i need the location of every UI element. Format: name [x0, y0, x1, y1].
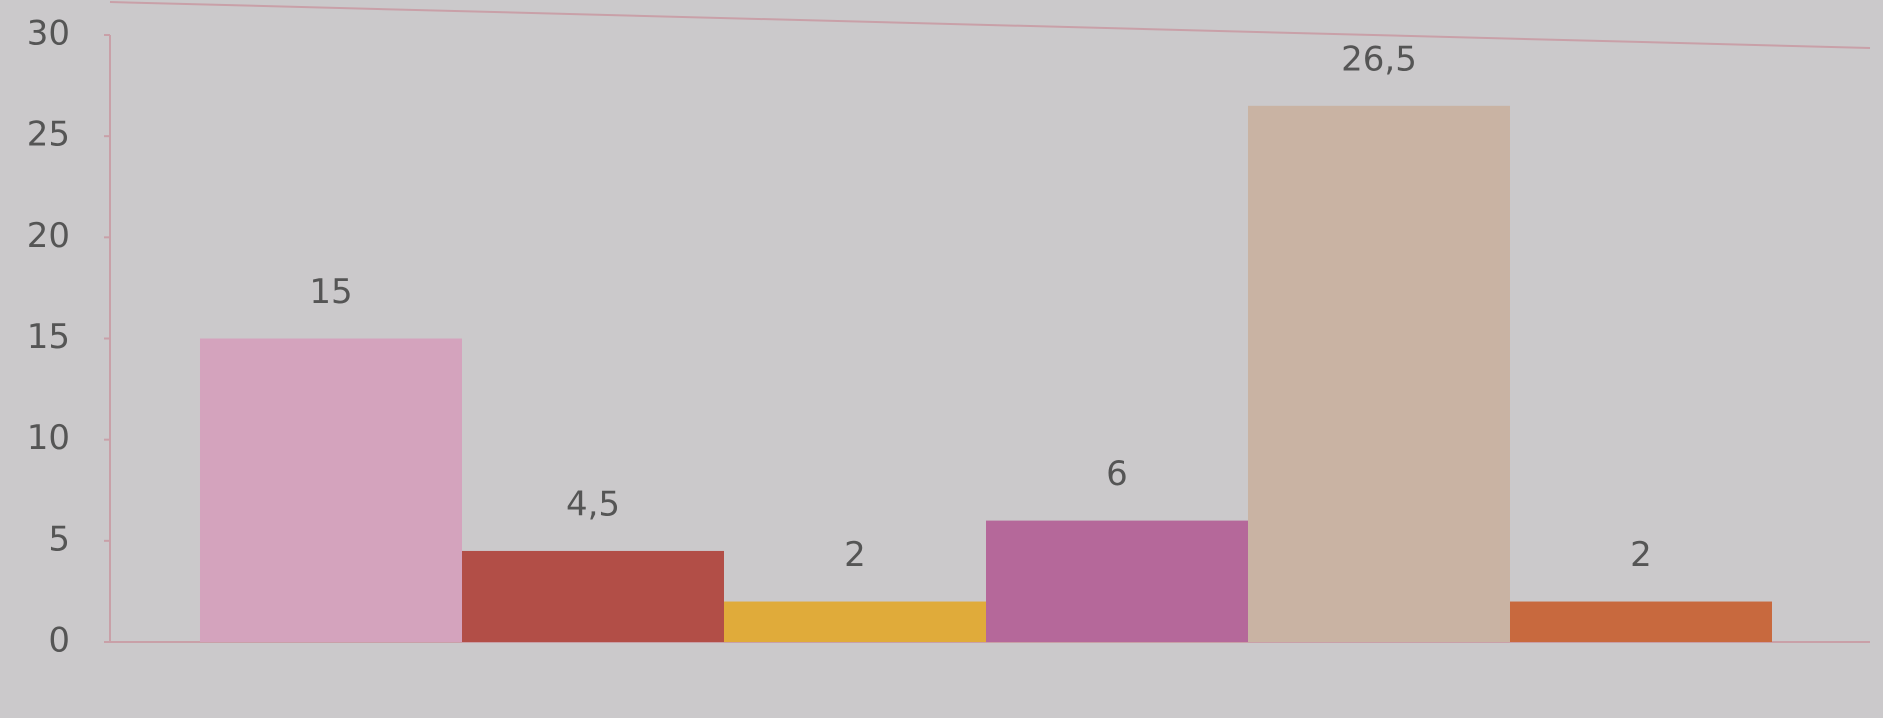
- y-tick-label: 5: [48, 519, 70, 559]
- y-tick-label: 30: [27, 14, 70, 54]
- plot-border: [109, 1, 1871, 49]
- value-label: 2: [844, 535, 866, 575]
- bar: [1248, 105, 1510, 643]
- bar: [724, 601, 986, 642]
- value-label: 15: [309, 272, 352, 312]
- y-tick-label: 10: [27, 418, 70, 458]
- bar: [986, 520, 1248, 642]
- value-label: 26,5: [1341, 39, 1417, 79]
- y-tick-label: 0: [48, 621, 70, 661]
- value-label: 4,5: [566, 484, 620, 524]
- y-tick-label: 25: [27, 115, 70, 155]
- value-label: 2: [1630, 535, 1652, 575]
- y-tick-label: 15: [27, 317, 70, 357]
- value-label: 6: [1106, 454, 1128, 494]
- bar: [1510, 601, 1772, 642]
- bar: [462, 550, 724, 642]
- bar: [200, 338, 462, 642]
- y-tick-label: 20: [27, 216, 70, 256]
